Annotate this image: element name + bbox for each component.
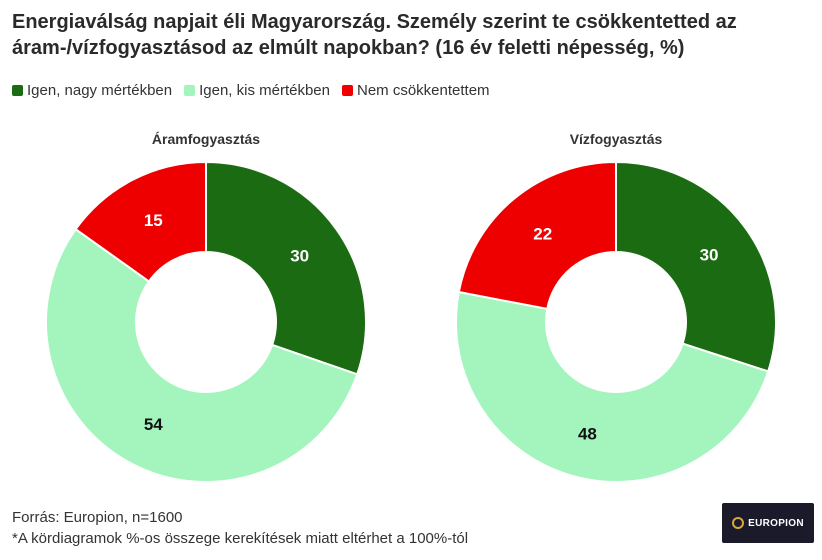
legend-label-igen-kis: Igen, kis mértékben bbox=[199, 82, 330, 99]
legend-swatch-igen-nagy bbox=[12, 85, 23, 96]
footnote-text: *A kördiagramok %-os összege kerekítések… bbox=[12, 530, 469, 547]
slice-aram-igen-kis bbox=[45, 227, 359, 483]
donut-charts: Áramfogyasztás 30 54 15 Vízfogyasztás 30 48 22 bbox=[45, 131, 777, 483]
slice-label-aram-igen-nagy: 30 bbox=[290, 246, 309, 265]
slice-aram-nem bbox=[74, 160, 207, 283]
donut-aram: Áramfogyasztás 30 54 15 bbox=[45, 131, 367, 483]
slice-aram-igen-nagy bbox=[205, 160, 367, 376]
title-line-1: Energiaválság napjait éli Magyarország. … bbox=[12, 11, 737, 33]
slice-viz-igen-nagy bbox=[615, 160, 777, 373]
chart-title: Energiaválság napjait éli Magyarország. … bbox=[12, 9, 812, 61]
legend-swatch-nem bbox=[342, 85, 353, 96]
legend-label-igen-nagy: Igen, nagy mértékben bbox=[27, 82, 173, 99]
legend-swatch-igen-kis bbox=[184, 85, 196, 96]
slice-label-viz-igen-kis: 48 bbox=[578, 424, 597, 443]
legend-item-igen-kis: Igen, kis mértékben bbox=[184, 82, 330, 99]
slice-label-aram-igen-kis: 54 bbox=[144, 415, 163, 434]
legend-item-igen-nagy: Igen, nagy mértékben bbox=[12, 82, 172, 99]
source-text: Forrás: Europion, n=1600 bbox=[12, 509, 183, 526]
europion-logo: EUROPION bbox=[722, 503, 814, 543]
legend-item-nem: Nem csökkentettem bbox=[342, 82, 490, 99]
donut-viz: Vízfogyasztás 30 48 22 bbox=[455, 131, 777, 483]
donut-title-aram: Áramfogyasztás bbox=[152, 131, 260, 147]
logo-mark-icon bbox=[732, 517, 745, 529]
slice-viz-igen-kis bbox=[455, 290, 770, 483]
legend: Igen, nagy mértékben Igen, kis mértékben… bbox=[12, 82, 502, 99]
slice-viz-nem bbox=[457, 160, 617, 311]
slice-label-viz-igen-nagy: 30 bbox=[700, 245, 719, 264]
slice-label-aram-nem: 15 bbox=[144, 211, 163, 230]
legend-label-nem: Nem csökkentettem bbox=[357, 82, 490, 99]
slice-label-viz-nem: 22 bbox=[533, 224, 552, 243]
title-line-2: áram-/vízfogyasztásod az elmúlt napokban… bbox=[12, 37, 685, 59]
donut-title-viz: Vízfogyasztás bbox=[570, 131, 663, 147]
logo-text: EUROPION bbox=[748, 517, 804, 529]
footer: Forrás: Europion, n=1600 *A kördiagramok… bbox=[12, 507, 468, 549]
